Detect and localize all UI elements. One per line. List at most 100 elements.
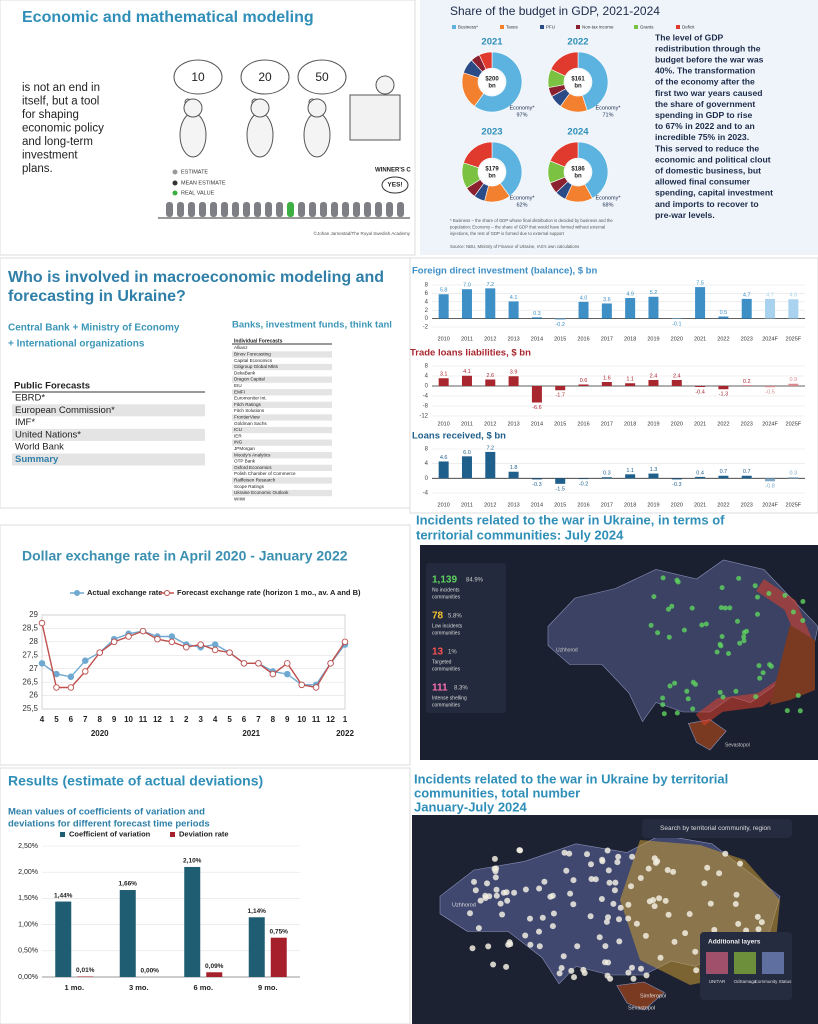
incident-dot [541,878,548,885]
y-tick-label: 1,00% [18,921,38,928]
value-label: -0.3 [532,482,541,488]
layer-thumb[interactable] [734,952,756,974]
incident-dot [504,897,511,904]
x-tick-label: 4 [213,715,218,724]
incident-dot [628,883,634,890]
legend-label: Deficit [682,25,695,30]
incident-dot [471,878,477,885]
value-label: 0.3 [603,471,611,477]
incident-dot [651,594,657,600]
label: ©Johan Jarnestad/The Royal Swedish Acade… [314,230,411,236]
incident-dot [611,887,618,894]
year-label: 2021 [481,37,503,48]
incident-dot [692,948,699,955]
bar [765,298,776,319]
x-tick-label: 2013 [507,336,519,342]
incident-dot [549,923,556,930]
x-tick-label: 2017 [601,502,613,508]
map-crimea [616,981,665,1011]
legend-pct: 84.9% [466,578,484,584]
value-label: 3.9 [510,370,518,376]
bar [485,288,496,319]
incident-dot [726,651,731,656]
incident-dot [587,913,594,920]
bar [601,382,612,386]
list-item: Allianz [234,345,248,350]
search-box[interactable] [642,819,792,838]
incident-dot [701,880,708,887]
legend-dot [172,180,178,186]
label: 20 [258,70,272,84]
title: territorial communities: July 2024 [416,527,624,542]
list-item: ICU [234,427,242,432]
x-tick-label: 6 [242,715,247,724]
incident-dot [556,970,563,977]
value-label: 1.6 [603,375,611,381]
layer-label: OdSamaga [734,979,757,984]
list-item: Goldman Sachs [234,421,267,426]
x-tick-label: 2013 [507,502,519,508]
cat-silhouette [276,202,283,217]
cat-silhouette [232,202,239,217]
bar [555,318,566,320]
row-bg [232,401,332,408]
bar [648,380,659,386]
subtitle: deviations for different forecast time p… [8,819,210,830]
incident-dot [499,911,506,918]
incident-dot [690,706,696,712]
bar [270,937,287,977]
incident-dot [655,630,661,636]
machine [349,94,401,141]
bar [508,376,519,386]
speech-bubble [381,176,409,194]
value-label: -0.1 [672,321,681,327]
value-label: 0.2 [743,379,751,385]
incident-dot [670,868,677,875]
label: economic policy [22,123,104,135]
bar [718,386,729,390]
value-label: 1,44% [54,892,73,899]
label: The level of GDP [655,32,724,42]
list-item: IMF* [15,417,35,428]
value-label: 0.3 [790,471,798,477]
x-tick-label: 2015 [554,502,566,508]
incident-dot [661,711,667,717]
list-item: Fitch Ratings [234,402,262,407]
incident-dot [503,963,510,970]
economy-label: Economy* [595,195,621,201]
incident-dot [782,592,788,598]
center-label: $161 [571,77,585,83]
incident-dot [558,965,565,971]
value-label: 4.1 [463,369,471,375]
x-tick-label: 2013 [507,421,519,427]
value-label: 7.5 [696,281,704,287]
cat-silhouette [364,202,371,217]
point [96,649,103,656]
incident-dot [550,910,557,917]
legend-marker [74,590,80,596]
incident-dot [714,649,720,655]
year-label: 2021 [242,729,260,738]
layer-thumb[interactable] [762,952,784,974]
point [226,649,233,656]
incident-dot [527,941,534,948]
value-label: 2.4 [673,373,681,379]
row-bg [232,389,332,396]
value-label: 1.1 [626,377,634,383]
cat-silhouette [199,202,206,217]
incident-dot [500,889,507,896]
y-tick-label: 2,50% [18,843,38,850]
layer-thumb[interactable] [706,952,728,974]
y-tick-label: 26,5 [22,677,38,686]
incident-dot [758,919,765,926]
bar [77,976,94,977]
bar [438,294,449,319]
title: forecasting in Ukraine? [8,288,186,305]
label: + International organizations [8,339,145,350]
bar [206,972,223,977]
incident-dot [755,611,760,617]
x-tick-label: 4 [40,715,45,724]
y-tick-label: 28 [29,637,38,646]
legend-label: Actual exchange rate [87,588,162,597]
x-tick-label: 1 [343,715,348,724]
